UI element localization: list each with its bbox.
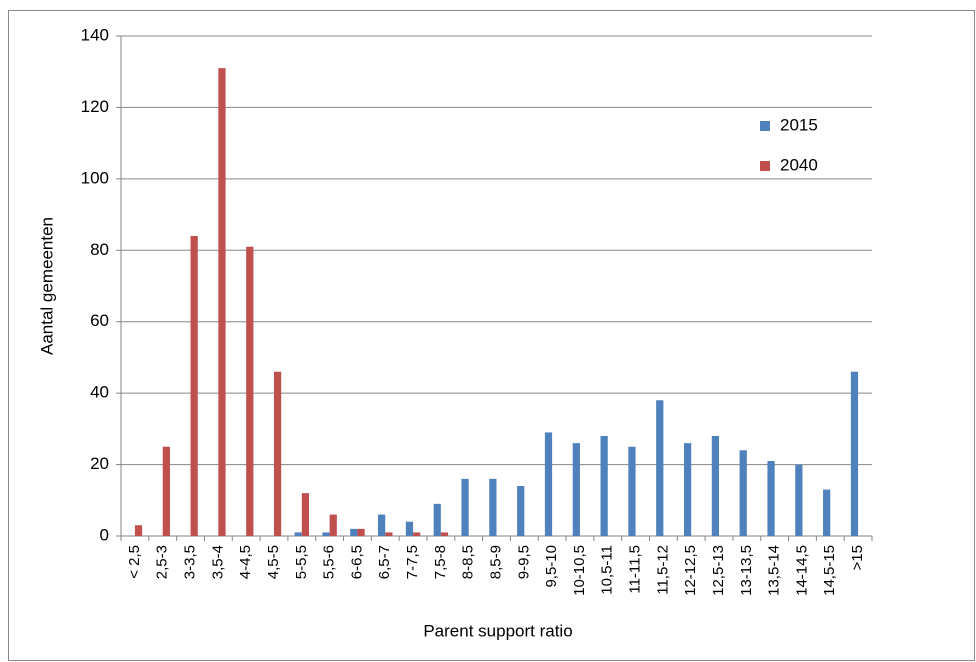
bar bbox=[433, 503, 441, 536]
legend-label: 2015 bbox=[780, 115, 818, 134]
x-tick-label: 4-4,5 bbox=[237, 545, 254, 579]
bar bbox=[385, 532, 393, 536]
y-tick-label: 140 bbox=[81, 25, 109, 44]
x-tick-label: 9-9,5 bbox=[515, 545, 532, 579]
bar bbox=[600, 436, 608, 536]
bar bbox=[767, 461, 775, 536]
bar bbox=[823, 489, 831, 536]
bar bbox=[218, 68, 226, 537]
bar bbox=[162, 446, 170, 536]
bar bbox=[273, 371, 282, 536]
bar bbox=[711, 436, 720, 536]
bar bbox=[517, 486, 525, 536]
bar bbox=[572, 443, 580, 536]
x-axis-label: Parent support ratio bbox=[423, 621, 572, 640]
x-tick-label: 12,5-13 bbox=[710, 545, 727, 596]
bar bbox=[246, 246, 254, 536]
x-tick-label: 6-6,5 bbox=[348, 545, 365, 579]
bar bbox=[850, 371, 859, 536]
bar bbox=[656, 400, 664, 536]
x-tick-label: 8,5-9 bbox=[487, 545, 504, 579]
x-tick-label: 5,5-6 bbox=[321, 545, 338, 579]
legend-swatch bbox=[760, 161, 770, 171]
x-tick-label: 14-14,5 bbox=[793, 545, 810, 596]
y-tick-label: 120 bbox=[81, 97, 109, 116]
legend-swatch bbox=[760, 121, 770, 131]
bar bbox=[329, 514, 337, 536]
bar bbox=[795, 464, 803, 536]
y-axis-label: Aantal gemeenten bbox=[37, 217, 56, 355]
bar bbox=[322, 532, 330, 536]
bar bbox=[294, 532, 302, 536]
y-tick-label: 0 bbox=[100, 525, 109, 544]
bar bbox=[683, 443, 692, 536]
bar bbox=[413, 532, 421, 536]
bar bbox=[544, 432, 553, 536]
bar bbox=[350, 528, 358, 536]
x-tick-label: 4,5-5 bbox=[265, 545, 282, 579]
x-tick-label: 13,5-14 bbox=[766, 545, 783, 596]
x-tick-label: 11,5-12 bbox=[654, 545, 671, 595]
x-tick-label: 8-8,5 bbox=[460, 545, 477, 579]
x-tick-label: 12-12,5 bbox=[682, 545, 699, 596]
y-tick-label: 80 bbox=[90, 240, 109, 259]
x-tick-label: 11-11,5 bbox=[627, 545, 644, 594]
y-tick-label: 40 bbox=[90, 383, 109, 402]
bar bbox=[461, 478, 469, 536]
bar bbox=[357, 528, 365, 536]
bar bbox=[628, 446, 636, 536]
x-tick-label: 3-3,5 bbox=[182, 545, 199, 579]
legend-label: 2040 bbox=[780, 155, 818, 174]
x-tick-label: 7-7,5 bbox=[404, 545, 421, 579]
x-tick-label: 5-5,5 bbox=[293, 545, 310, 579]
bar bbox=[489, 478, 497, 536]
bar bbox=[405, 521, 414, 536]
y-tick-label: 100 bbox=[81, 168, 109, 187]
x-tick-label: >15 bbox=[849, 545, 866, 570]
bar bbox=[190, 236, 198, 536]
y-tick-label: 60 bbox=[90, 311, 109, 330]
x-tick-label: 10-10,5 bbox=[571, 545, 588, 596]
x-tick-label: 2,5-3 bbox=[154, 545, 171, 579]
chart-frame bbox=[8, 10, 975, 661]
bar bbox=[378, 514, 386, 536]
x-tick-label: 3,5-4 bbox=[209, 545, 226, 579]
x-tick-label: 10,5-11 bbox=[599, 545, 616, 595]
x-tick-label: < 2,5 bbox=[126, 545, 143, 579]
x-tick-label: 13-13,5 bbox=[738, 545, 755, 596]
bar bbox=[440, 532, 449, 536]
x-tick-label: 14,5-15 bbox=[821, 545, 838, 596]
bar bbox=[134, 525, 143, 536]
bar bbox=[739, 450, 747, 536]
bar bbox=[301, 493, 310, 536]
x-tick-label: 7,5-8 bbox=[432, 545, 449, 579]
x-tick-label: 9,5-10 bbox=[543, 545, 560, 588]
x-tick-label: 6,5-7 bbox=[376, 545, 393, 579]
y-tick-label: 20 bbox=[90, 454, 109, 473]
